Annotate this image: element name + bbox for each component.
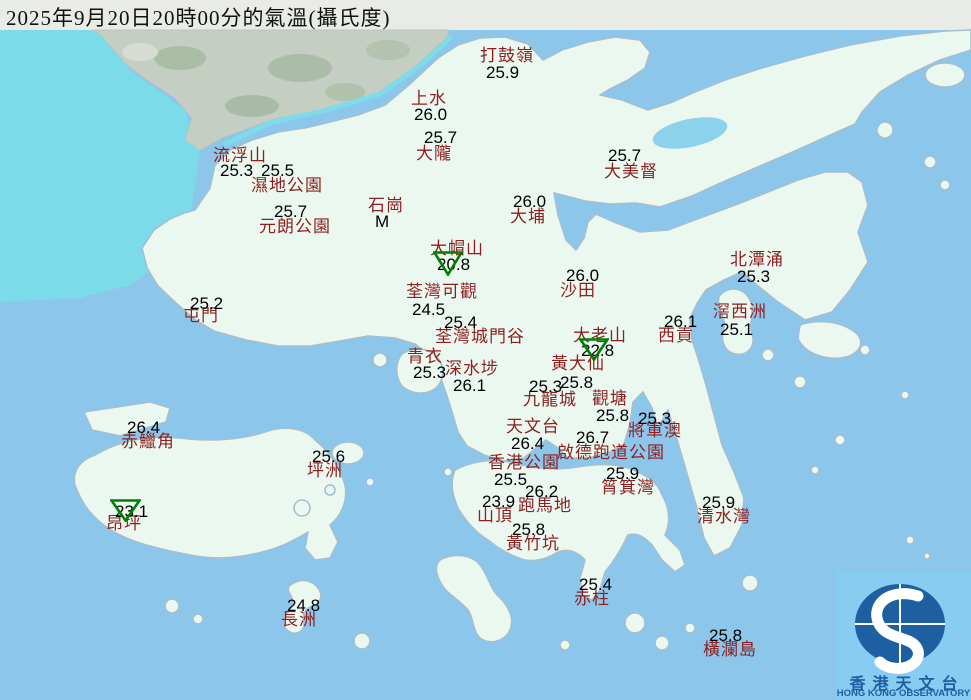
station-label: 北潭涌 xyxy=(730,250,784,269)
station-label: 青衣 xyxy=(407,347,443,366)
station-value: 26.4 xyxy=(511,434,545,453)
station-value: 25.4 xyxy=(444,313,478,332)
plover-cove-reservoir xyxy=(652,117,728,149)
station-label: 石崗 xyxy=(368,196,404,215)
min-temp-triangle-icon xyxy=(110,499,141,522)
station-label: 天文台 xyxy=(506,417,560,436)
station-label: 山頂 xyxy=(477,506,513,525)
station-value: 25.8 xyxy=(512,520,546,539)
station-label: 大美督 xyxy=(604,162,658,181)
station-value: 26.7 xyxy=(576,428,610,447)
min-temp-triangle-icon xyxy=(433,251,463,276)
station-label: 荃灣可觀 xyxy=(406,282,478,301)
station-value: 26.0 xyxy=(513,192,547,211)
station-label: 濕地公園 xyxy=(251,176,323,195)
station-value: 25.7 xyxy=(424,128,458,147)
station-value: 25.9 xyxy=(486,63,520,82)
station-value: M xyxy=(375,212,390,231)
border-strip xyxy=(0,0,971,30)
deep-bay-water xyxy=(0,28,200,302)
station-value: 25.9 xyxy=(606,464,640,483)
station-label: 黃大仙 xyxy=(551,354,605,373)
station-value: 25.4 xyxy=(579,575,613,594)
station-label: 黃竹坑 xyxy=(506,534,560,553)
min-temp-triangle-icon xyxy=(579,338,609,361)
station-value: 25.3 xyxy=(220,161,254,180)
station-value: 25.3 xyxy=(638,409,672,428)
station-value: 25.3 xyxy=(413,363,447,382)
station-label: 深水埗 xyxy=(445,359,499,378)
station-value: 25.3 xyxy=(737,267,771,286)
station-label: 沙田 xyxy=(560,281,596,300)
station-value: 25.7 xyxy=(274,202,308,221)
station-value: 25.9 xyxy=(702,493,736,512)
station-label: 赤柱 xyxy=(574,589,610,608)
station-label: 昂坪 xyxy=(106,514,142,533)
station-label: 坪洲 xyxy=(307,461,343,480)
station-label: 長洲 xyxy=(281,610,317,629)
station-label: 上水 xyxy=(411,89,447,108)
station-value: 25.8 xyxy=(709,626,743,645)
station-label: 大隴 xyxy=(416,144,452,163)
station-label: 觀塘 xyxy=(592,389,628,408)
hko-logo-icon xyxy=(836,572,971,700)
station-label: 赤鱲角 xyxy=(121,432,175,451)
station-value: 26.0 xyxy=(414,105,448,124)
station-value: 25.5 xyxy=(494,470,528,489)
station-label: 啟德跑道公園 xyxy=(557,443,665,462)
station-value: 23.9 xyxy=(482,492,516,511)
page-title: 2025年9月20日20時00分的氣溫(攝氏度) xyxy=(6,6,391,30)
station-value: 24.5 xyxy=(412,300,446,319)
station-value: 25.7 xyxy=(608,146,642,165)
hko-logo: 香港天文台 HONG KONG OBSERVATORY xyxy=(836,572,971,700)
station-value: 26.0 xyxy=(566,266,600,285)
station-value: 25.2 xyxy=(190,294,224,313)
station-label: 筲箕灣 xyxy=(601,478,655,497)
station-value: 26.2 xyxy=(525,482,559,501)
station-label: 流浮山 xyxy=(213,146,267,165)
shenzhen-land xyxy=(91,29,449,151)
station-label: 荃灣城門谷 xyxy=(435,327,525,346)
hko-logo-chinese: 香港天文台 xyxy=(849,676,965,693)
station-value: 25.1 xyxy=(720,320,754,339)
station-label: 跑馬地 xyxy=(518,496,572,515)
station-value: 25.6 xyxy=(312,447,346,466)
station-value: 25.5 xyxy=(261,161,295,180)
station-label: 元朗公園 xyxy=(259,217,331,236)
station-value: 26.1 xyxy=(453,376,487,395)
station-label: 大埔 xyxy=(510,207,546,226)
station-label: 打鼓嶺 xyxy=(480,46,534,65)
station-value: 26.1 xyxy=(664,312,698,331)
station-label: 香港公園 xyxy=(488,453,560,472)
hk-landmass xyxy=(73,29,971,651)
station-label: 屯門 xyxy=(183,306,219,325)
station-label: 清水灣 xyxy=(697,507,751,526)
station-value: 25.8 xyxy=(560,373,594,392)
station-value: 25.8 xyxy=(596,406,630,425)
station-label: 橫瀾島 xyxy=(703,640,757,659)
station-label: 西貢 xyxy=(658,326,694,345)
station-label: 將軍澳 xyxy=(628,421,682,440)
station-label: 九龍城 xyxy=(523,390,577,409)
hko-logo-english: HONG KONG OBSERVATORY xyxy=(836,688,971,699)
station-label: 滘西洲 xyxy=(713,302,767,321)
border-river xyxy=(222,35,453,147)
station-value: 24.8 xyxy=(287,596,321,615)
station-value: 26.4 xyxy=(127,418,161,437)
station-value: 25.3 xyxy=(529,377,563,396)
